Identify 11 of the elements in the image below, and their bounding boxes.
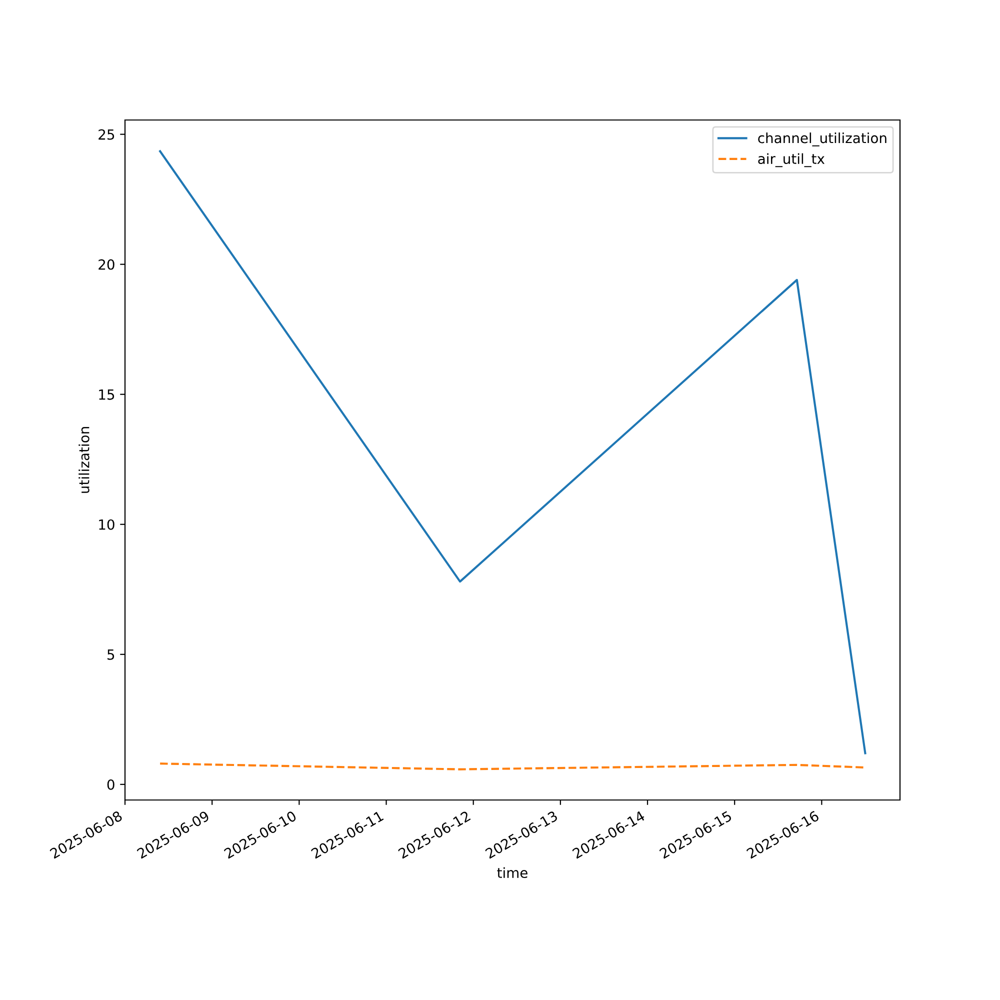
line-series [159,150,866,754]
legend-label: air_util_tx [758,153,825,168]
y-tick-label: 0 [107,779,114,790]
y-tick-label: 20 [98,259,114,270]
legend-label: channel_utilization [758,132,886,146]
x-axis-title: time [497,867,528,878]
y-tick-label: 5 [108,650,114,660]
y-tick-label: 10 [99,519,114,530]
y-tick-label: 15 [99,389,114,400]
y-tick-label: 25 [98,129,114,140]
y-axis-title: utilization [78,427,90,493]
